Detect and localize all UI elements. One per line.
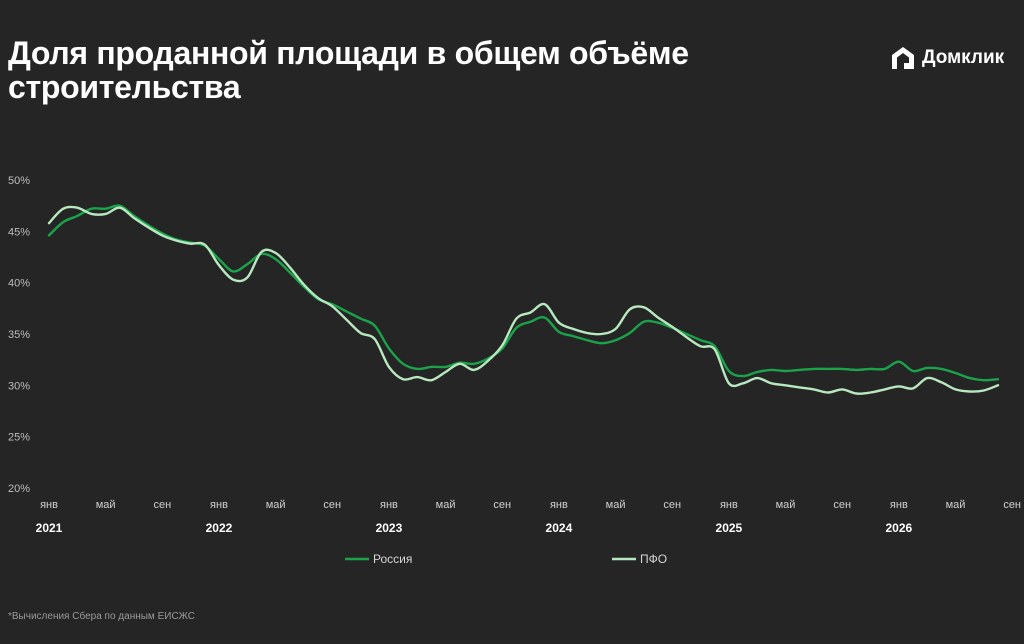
x-tick-label: сен xyxy=(493,499,511,511)
x-tick-label: янв xyxy=(380,499,398,511)
legend-label: Россия xyxy=(373,552,412,566)
y-tick-label: 35% xyxy=(8,329,30,341)
x-tick-label: янв xyxy=(40,499,58,511)
x-tick-label: май xyxy=(96,499,116,511)
x-tick-label: янв xyxy=(550,499,568,511)
brand-logo: Домклик xyxy=(890,44,1004,72)
x-tick-label: янв xyxy=(890,499,908,511)
source-footnote: *Вычисления Сбера по данным ЕИСЖС xyxy=(8,611,196,622)
x-tick-label: сен xyxy=(663,499,681,511)
y-tick-label: 30% xyxy=(8,380,30,392)
year-label: 2022 xyxy=(206,521,233,535)
x-tick-label: май xyxy=(776,499,796,511)
x-tick-label: сен xyxy=(833,499,851,511)
x-tick-label: янв xyxy=(210,499,228,511)
x-tick-label: сен xyxy=(323,499,341,511)
x-tick-label: май xyxy=(266,499,286,511)
y-tick-label: 25% xyxy=(8,432,30,444)
y-axis: 50% 45% 40% 35% 30% 25% 20% xyxy=(8,175,30,495)
x-axis: янв май сен янв май сен янв май сен янв май сен янв м… xyxy=(40,499,1021,511)
x-tick-label: сен xyxy=(153,499,171,511)
x-tick-label: май xyxy=(606,499,626,511)
legend-label: ПФО xyxy=(640,552,667,566)
domclick-house-icon xyxy=(892,47,914,69)
year-label: 2023 xyxy=(376,521,403,535)
series-line-russia xyxy=(47,204,1000,382)
brand-name: Домклик xyxy=(922,47,1005,68)
year-labels: 2021 2022 2023 2024 2025 2026 xyxy=(36,521,913,535)
y-tick-label: 20% xyxy=(8,483,30,495)
y-tick-label: 40% xyxy=(8,278,30,290)
x-tick-label: май xyxy=(946,499,966,511)
legend: Россия ПФО xyxy=(345,552,667,566)
year-label: 2021 xyxy=(36,521,63,535)
x-tick-label: янв xyxy=(720,499,738,511)
page-title: Доля проданной площади в общем объёме ст… xyxy=(8,35,689,105)
series-line-pfo xyxy=(47,205,1000,395)
year-label: 2025 xyxy=(716,521,743,535)
year-label: 2024 xyxy=(546,521,573,535)
y-tick-label: 50% xyxy=(8,175,30,187)
year-label: 2026 xyxy=(885,521,912,535)
y-tick-label: 45% xyxy=(8,226,30,238)
series-lines xyxy=(47,204,1000,395)
x-tick-label: май xyxy=(436,499,456,511)
x-tick-label: сен xyxy=(1003,499,1021,511)
